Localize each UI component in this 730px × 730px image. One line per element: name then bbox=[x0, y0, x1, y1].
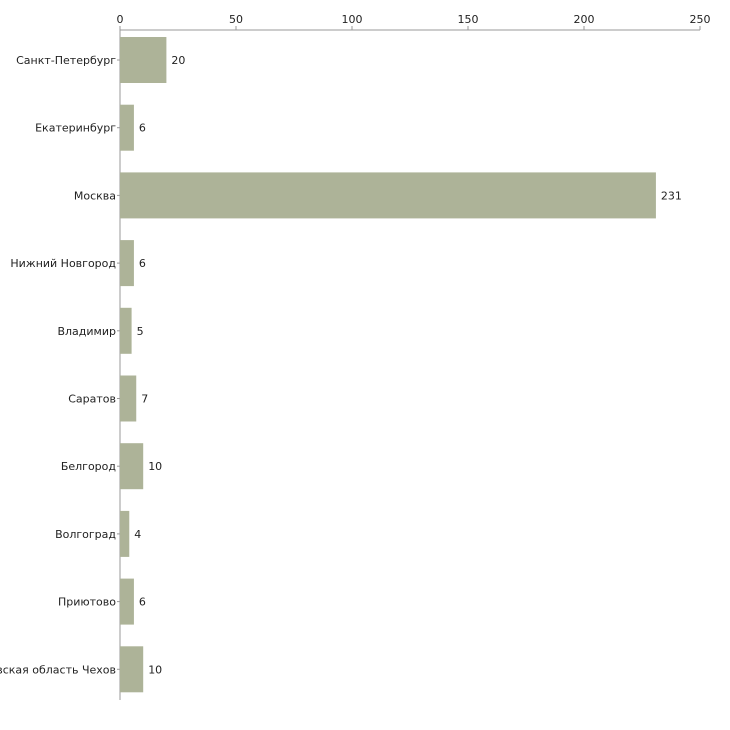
category-label: Санкт-Петербург bbox=[16, 54, 116, 67]
bar bbox=[120, 646, 144, 693]
data-label: 10 bbox=[148, 663, 162, 676]
data-label: 7 bbox=[141, 393, 148, 406]
category-label: Волгоград bbox=[55, 528, 116, 541]
category-label: Саратов bbox=[68, 393, 116, 406]
category-label: Московская область Чехов bbox=[0, 663, 116, 676]
labels-layer: Санкт-Петербург 20 Екатеринбург 6 Москва 231 Н… bbox=[0, 54, 682, 676]
data-label: 20 bbox=[171, 54, 185, 67]
category-label: Нижний Новгород bbox=[10, 257, 116, 270]
x-tick-label: 250 bbox=[690, 13, 711, 26]
category-label: Приютово bbox=[58, 596, 116, 609]
bars-layer bbox=[120, 37, 656, 693]
bar bbox=[120, 443, 144, 490]
data-label: 231 bbox=[661, 189, 682, 202]
bar bbox=[120, 240, 134, 287]
data-label: 5 bbox=[137, 325, 144, 338]
bar bbox=[120, 578, 134, 625]
x-tick-label: 100 bbox=[342, 13, 363, 26]
bar bbox=[120, 307, 132, 354]
category-label: Москва bbox=[74, 189, 116, 202]
bar bbox=[120, 172, 656, 219]
category-label: Владимир bbox=[57, 325, 116, 338]
x-tick-label: 0 bbox=[117, 13, 124, 26]
x-tick-label: 200 bbox=[574, 13, 595, 26]
bar bbox=[120, 510, 130, 557]
category-label: Белгород bbox=[61, 460, 117, 473]
data-label: 6 bbox=[139, 122, 146, 135]
axis-layer: 0 50 100 150 200 250 bbox=[117, 13, 711, 700]
data-label: 10 bbox=[148, 460, 162, 473]
bar bbox=[120, 37, 167, 83]
category-label: Екатеринбург bbox=[35, 122, 116, 135]
bar bbox=[120, 375, 137, 422]
data-label: 6 bbox=[139, 596, 146, 609]
bar bbox=[120, 104, 134, 151]
data-label: 4 bbox=[134, 528, 141, 541]
x-tick-label: 50 bbox=[229, 13, 243, 26]
x-tick-label: 150 bbox=[458, 13, 479, 26]
data-label: 6 bbox=[139, 257, 146, 270]
